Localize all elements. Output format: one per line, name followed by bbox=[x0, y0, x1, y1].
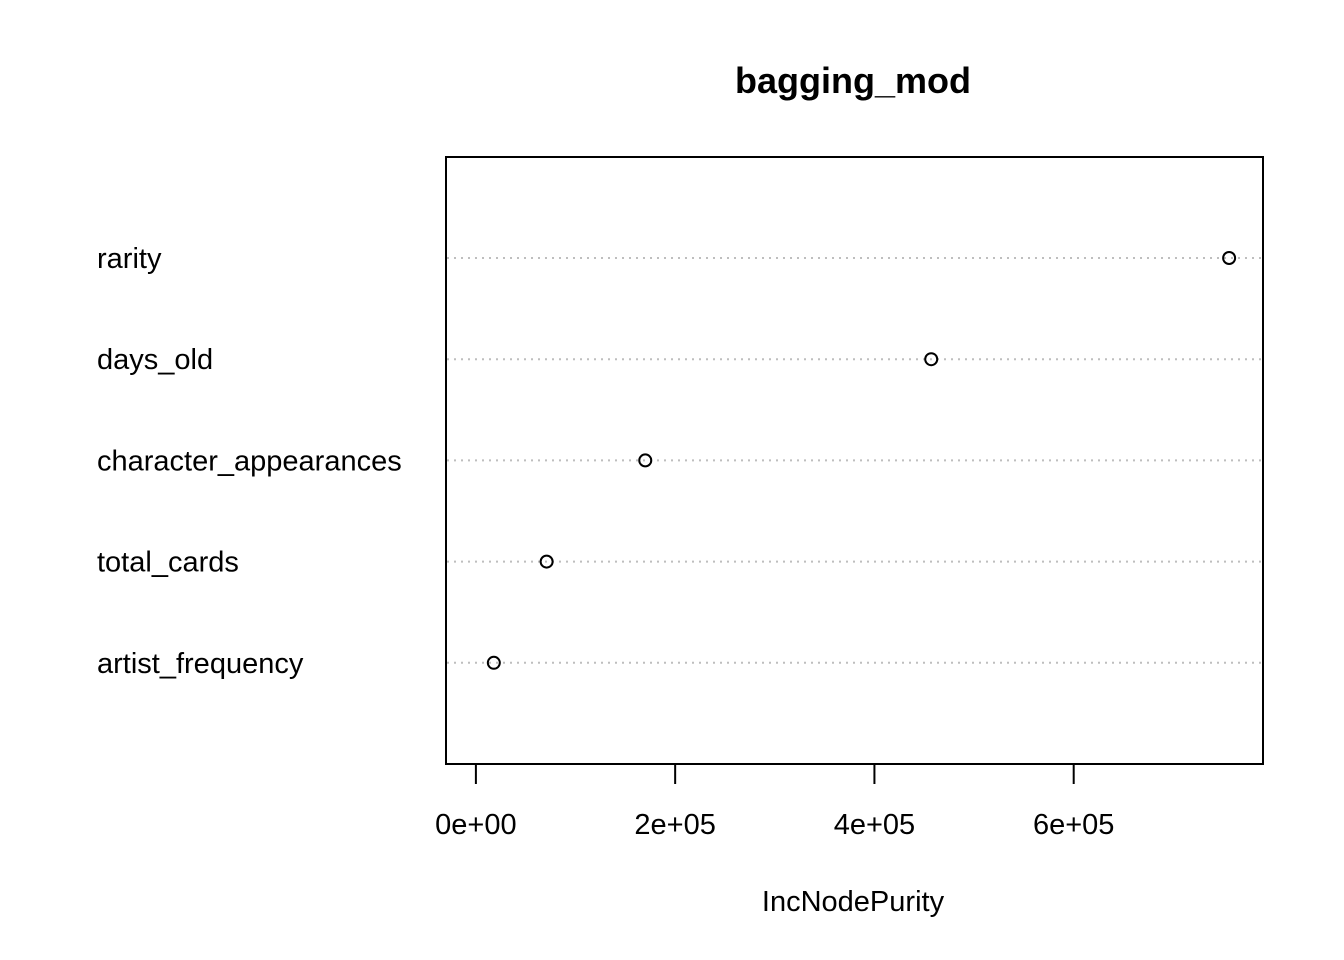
data-point-days_old bbox=[924, 352, 939, 367]
x-tick-label: 0e+00 bbox=[435, 809, 516, 841]
category-label-days_old: days_old bbox=[97, 344, 213, 376]
category-labels: rarity days_old character_appearancestotal… bbox=[97, 243, 402, 680]
x-axis: 0e+00 2e+05 4e+05 6e+05 bbox=[435, 763, 1114, 841]
guide-lines bbox=[447, 257, 1262, 664]
category-label-character_appearances: character_appearances bbox=[97, 445, 402, 477]
data-point-total_cards bbox=[539, 554, 554, 569]
category-label-artist_frequency: artist_frequency bbox=[97, 648, 304, 680]
data-point-rarity bbox=[1222, 251, 1237, 265]
category-label-rarity: rarity bbox=[97, 243, 162, 275]
chart-title: bagging_mod bbox=[735, 60, 971, 101]
x-tick-label: 6e+05 bbox=[1033, 809, 1114, 841]
x-axis-title: IncNodePurity bbox=[762, 886, 945, 918]
data-point-character_appearances bbox=[638, 453, 653, 468]
data-point-artist_frequency bbox=[486, 655, 501, 670]
x-tick-label: 4e+05 bbox=[834, 809, 915, 841]
data-points bbox=[486, 251, 1237, 670]
category-label-total_cards: total_cards bbox=[97, 547, 239, 579]
x-tick-label: 2e+05 bbox=[634, 809, 715, 841]
